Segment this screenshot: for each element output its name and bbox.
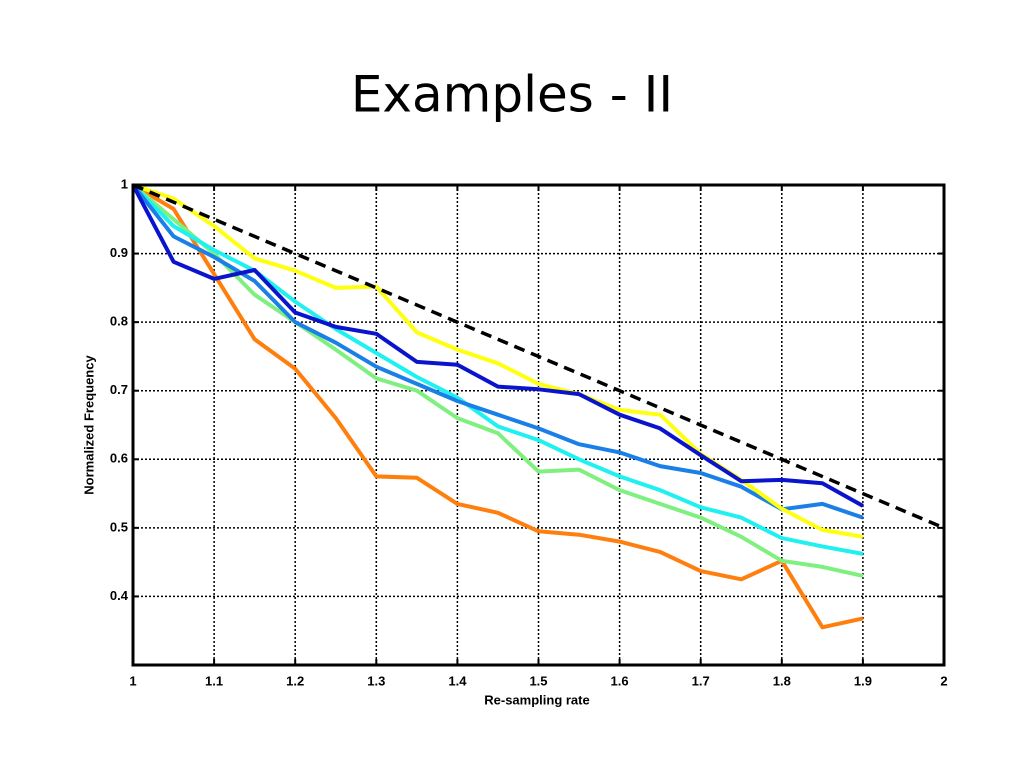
series-line bbox=[131, 183, 864, 630]
x-tick-label: 1 bbox=[129, 673, 136, 688]
x-tick-label: 1.4 bbox=[448, 673, 467, 688]
series-line bbox=[131, 183, 864, 520]
series-line bbox=[131, 184, 864, 508]
x-tick-label: 1.7 bbox=[692, 673, 710, 688]
x-tick-label: 1.6 bbox=[611, 673, 629, 688]
series-line bbox=[131, 183, 864, 556]
slide-title: Examples - II bbox=[351, 66, 673, 124]
series-line bbox=[131, 183, 864, 578]
x-tick-label: 2 bbox=[940, 673, 947, 688]
x-tick-label: 1.3 bbox=[367, 673, 385, 688]
y-tick-label: 0.8 bbox=[110, 314, 128, 329]
y-tick-label: 0.4 bbox=[110, 588, 129, 603]
y-tick-label: 0.5 bbox=[110, 519, 128, 534]
plot-frame bbox=[131, 183, 946, 667]
series-line bbox=[132, 183, 864, 539]
y-tick-label: 1 bbox=[121, 176, 128, 191]
y-tick-label: 0.7 bbox=[110, 382, 128, 397]
x-tick-label: 1.9 bbox=[854, 673, 872, 688]
x-tick-label: 1.5 bbox=[529, 673, 547, 688]
y-axis-label: Normalized Frequency bbox=[81, 355, 96, 495]
x-tick-label: 1.2 bbox=[286, 673, 304, 688]
series-line bbox=[132, 183, 945, 530]
x-tick-label: 1.1 bbox=[205, 673, 223, 688]
x-tick-label: 1.8 bbox=[773, 673, 791, 688]
x-axis-label: Re-sampling rate bbox=[484, 692, 589, 707]
y-tick-label: 0.6 bbox=[110, 451, 128, 466]
y-tick-label: 0.9 bbox=[110, 245, 128, 260]
